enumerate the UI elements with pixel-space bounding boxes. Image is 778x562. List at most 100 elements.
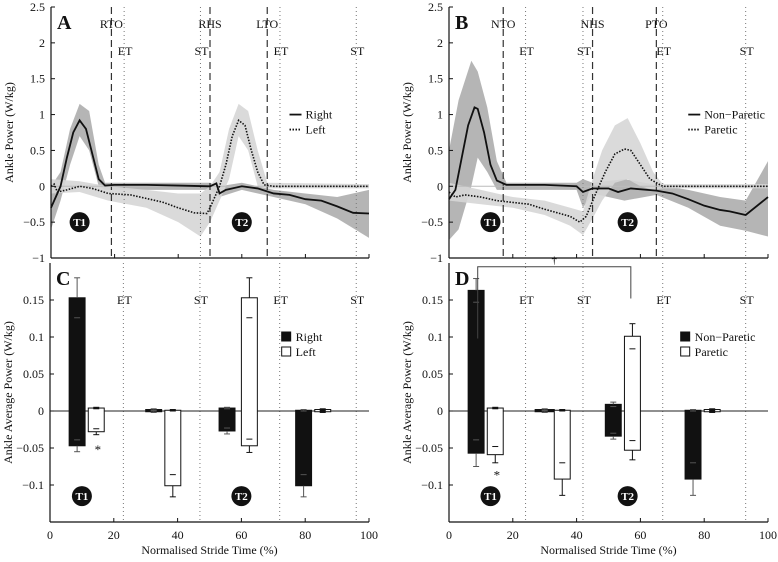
bar — [684, 409, 702, 480]
event-label: ET — [519, 293, 534, 307]
y-axis-label: Ankle Average Power (W/kg) — [400, 321, 414, 464]
y-tick-label: 1.5 — [30, 72, 45, 86]
x-tick-label: 80 — [698, 528, 710, 542]
phase-marker-label: T1 — [73, 217, 86, 229]
y-tick-label: 0.5 — [428, 143, 443, 157]
y-axis-label: Ankle Power (W/kg) — [2, 82, 16, 183]
legend-swatch — [281, 331, 292, 342]
y-tick-label: 0.15 — [23, 293, 44, 307]
sd-band-solid — [449, 60, 768, 241]
event-label: ST — [194, 44, 209, 58]
phase-marker-label: T2 — [621, 217, 634, 229]
x-tick-label: 0 — [446, 528, 452, 542]
y-tick-label: 1.5 — [428, 72, 443, 86]
event-label: ST — [740, 44, 755, 58]
event-label: RHS — [198, 17, 221, 31]
phase-marker — [231, 212, 252, 233]
y-tick-label: 1 — [437, 108, 443, 122]
y-tick-label: 2 — [39, 36, 45, 50]
event-label: ST — [350, 293, 365, 307]
event-label: LTO — [256, 17, 278, 31]
legend-entry: Non−Paretic — [704, 108, 765, 122]
y-tick-label: −0.1 — [421, 478, 443, 492]
y-tick-label: 2.5 — [428, 0, 443, 14]
y-tick-label: 0.5 — [30, 143, 45, 157]
series-line-dotted — [448, 148, 768, 224]
event-label: ET — [656, 293, 671, 307]
event-label: ET — [117, 293, 132, 307]
phase-marker — [480, 212, 501, 233]
event-label: ST — [740, 293, 755, 307]
phase-marker-label: T2 — [235, 217, 248, 229]
y-tick-label: 0 — [38, 404, 44, 418]
event-label: ST — [350, 44, 365, 58]
y-tick-label: −1 — [430, 251, 443, 265]
y-tick-label: 0.15 — [422, 293, 443, 307]
y-axis-label: Ankle Average Power (W/kg) — [1, 321, 15, 464]
panel-a: RTO ET ST RHS LTO ET ST −1 −0.5 0 0.5 1 1.5 2 2.5 Ankle… — [2, 0, 370, 265]
event-label: RTO — [100, 17, 123, 31]
event-label: ET — [274, 44, 289, 58]
y-tick-label: 2.5 — [30, 0, 45, 14]
series-line-solid — [50, 118, 370, 215]
phase-marker — [480, 486, 501, 507]
x-tick-label: 40 — [571, 528, 583, 542]
y-tick-label: −0.05 — [16, 441, 44, 455]
panel-c: ET ST ET ST −0.1 −0.05 0 0.05 0.1 0.15 0 20 40 60 80 10… — [1, 263, 378, 557]
event-label: ST — [194, 293, 209, 307]
y-tick-label: 2 — [437, 36, 443, 50]
phase-marker-label: T1 — [75, 491, 88, 503]
phase-marker-label: T1 — [484, 217, 497, 229]
phase-marker — [617, 486, 638, 507]
phase-marker-label: T2 — [235, 491, 248, 503]
event-label: ET — [273, 293, 288, 307]
event-label: ST — [577, 44, 592, 58]
x-tick-label: 60 — [235, 528, 247, 542]
y-tick-label: −0.5 — [421, 215, 443, 229]
panel-d: ET ST ET ST −0.1 −0.05 0 0.05 0.1 0.15 0 20 40 60 80 10… — [400, 255, 777, 557]
legend-entry: Paretic — [704, 123, 737, 137]
legend-swatch — [281, 346, 292, 357]
panel-letter: C — [56, 268, 70, 290]
x-tick-label: 100 — [360, 528, 378, 542]
y-tick-label: 0 — [437, 404, 443, 418]
significance-asterisk: * — [494, 468, 501, 483]
legend-entry: Paretic — [695, 345, 728, 359]
x-tick-label: 40 — [172, 528, 184, 542]
event-label: ET — [656, 44, 671, 58]
bar — [467, 289, 485, 454]
y-tick-label: 0 — [39, 179, 45, 193]
significance-dagger: † — [552, 255, 558, 267]
bar — [623, 335, 641, 451]
event-label: PTO — [645, 17, 668, 31]
significance-asterisk: * — [95, 442, 102, 457]
bar — [240, 297, 258, 447]
x-tick-label: 80 — [299, 528, 311, 542]
x-axis-label: Normalised Stride Time (%) — [540, 543, 676, 557]
x-tick-label: 60 — [634, 528, 646, 542]
legend-entry: Non−Paretic — [695, 330, 756, 344]
phase-marker-label: T1 — [484, 491, 497, 503]
legend-swatch — [680, 331, 691, 342]
event-label: ET — [118, 44, 133, 58]
event-label: ET — [519, 44, 534, 58]
bar — [604, 403, 622, 437]
y-tick-label: 0 — [437, 179, 443, 193]
x-tick-label: 0 — [47, 528, 53, 542]
legend-entry: Left — [306, 123, 327, 137]
series-line-solid — [448, 106, 769, 216]
y-tick-label: 0.1 — [428, 330, 443, 344]
legend-entry: Right — [306, 108, 333, 122]
series-line-dotted — [50, 119, 369, 215]
significance-bracket — [477, 266, 632, 339]
sd-band-dotted — [449, 118, 768, 236]
y-tick-label: 0.05 — [422, 367, 443, 381]
event-label: NTO — [491, 17, 516, 31]
y-tick-label: 1 — [39, 108, 45, 122]
legend-entry: Right — [296, 330, 323, 344]
y-tick-label: −1 — [32, 251, 45, 265]
panel-letter: B — [455, 12, 468, 34]
y-tick-label: −0.5 — [23, 215, 45, 229]
